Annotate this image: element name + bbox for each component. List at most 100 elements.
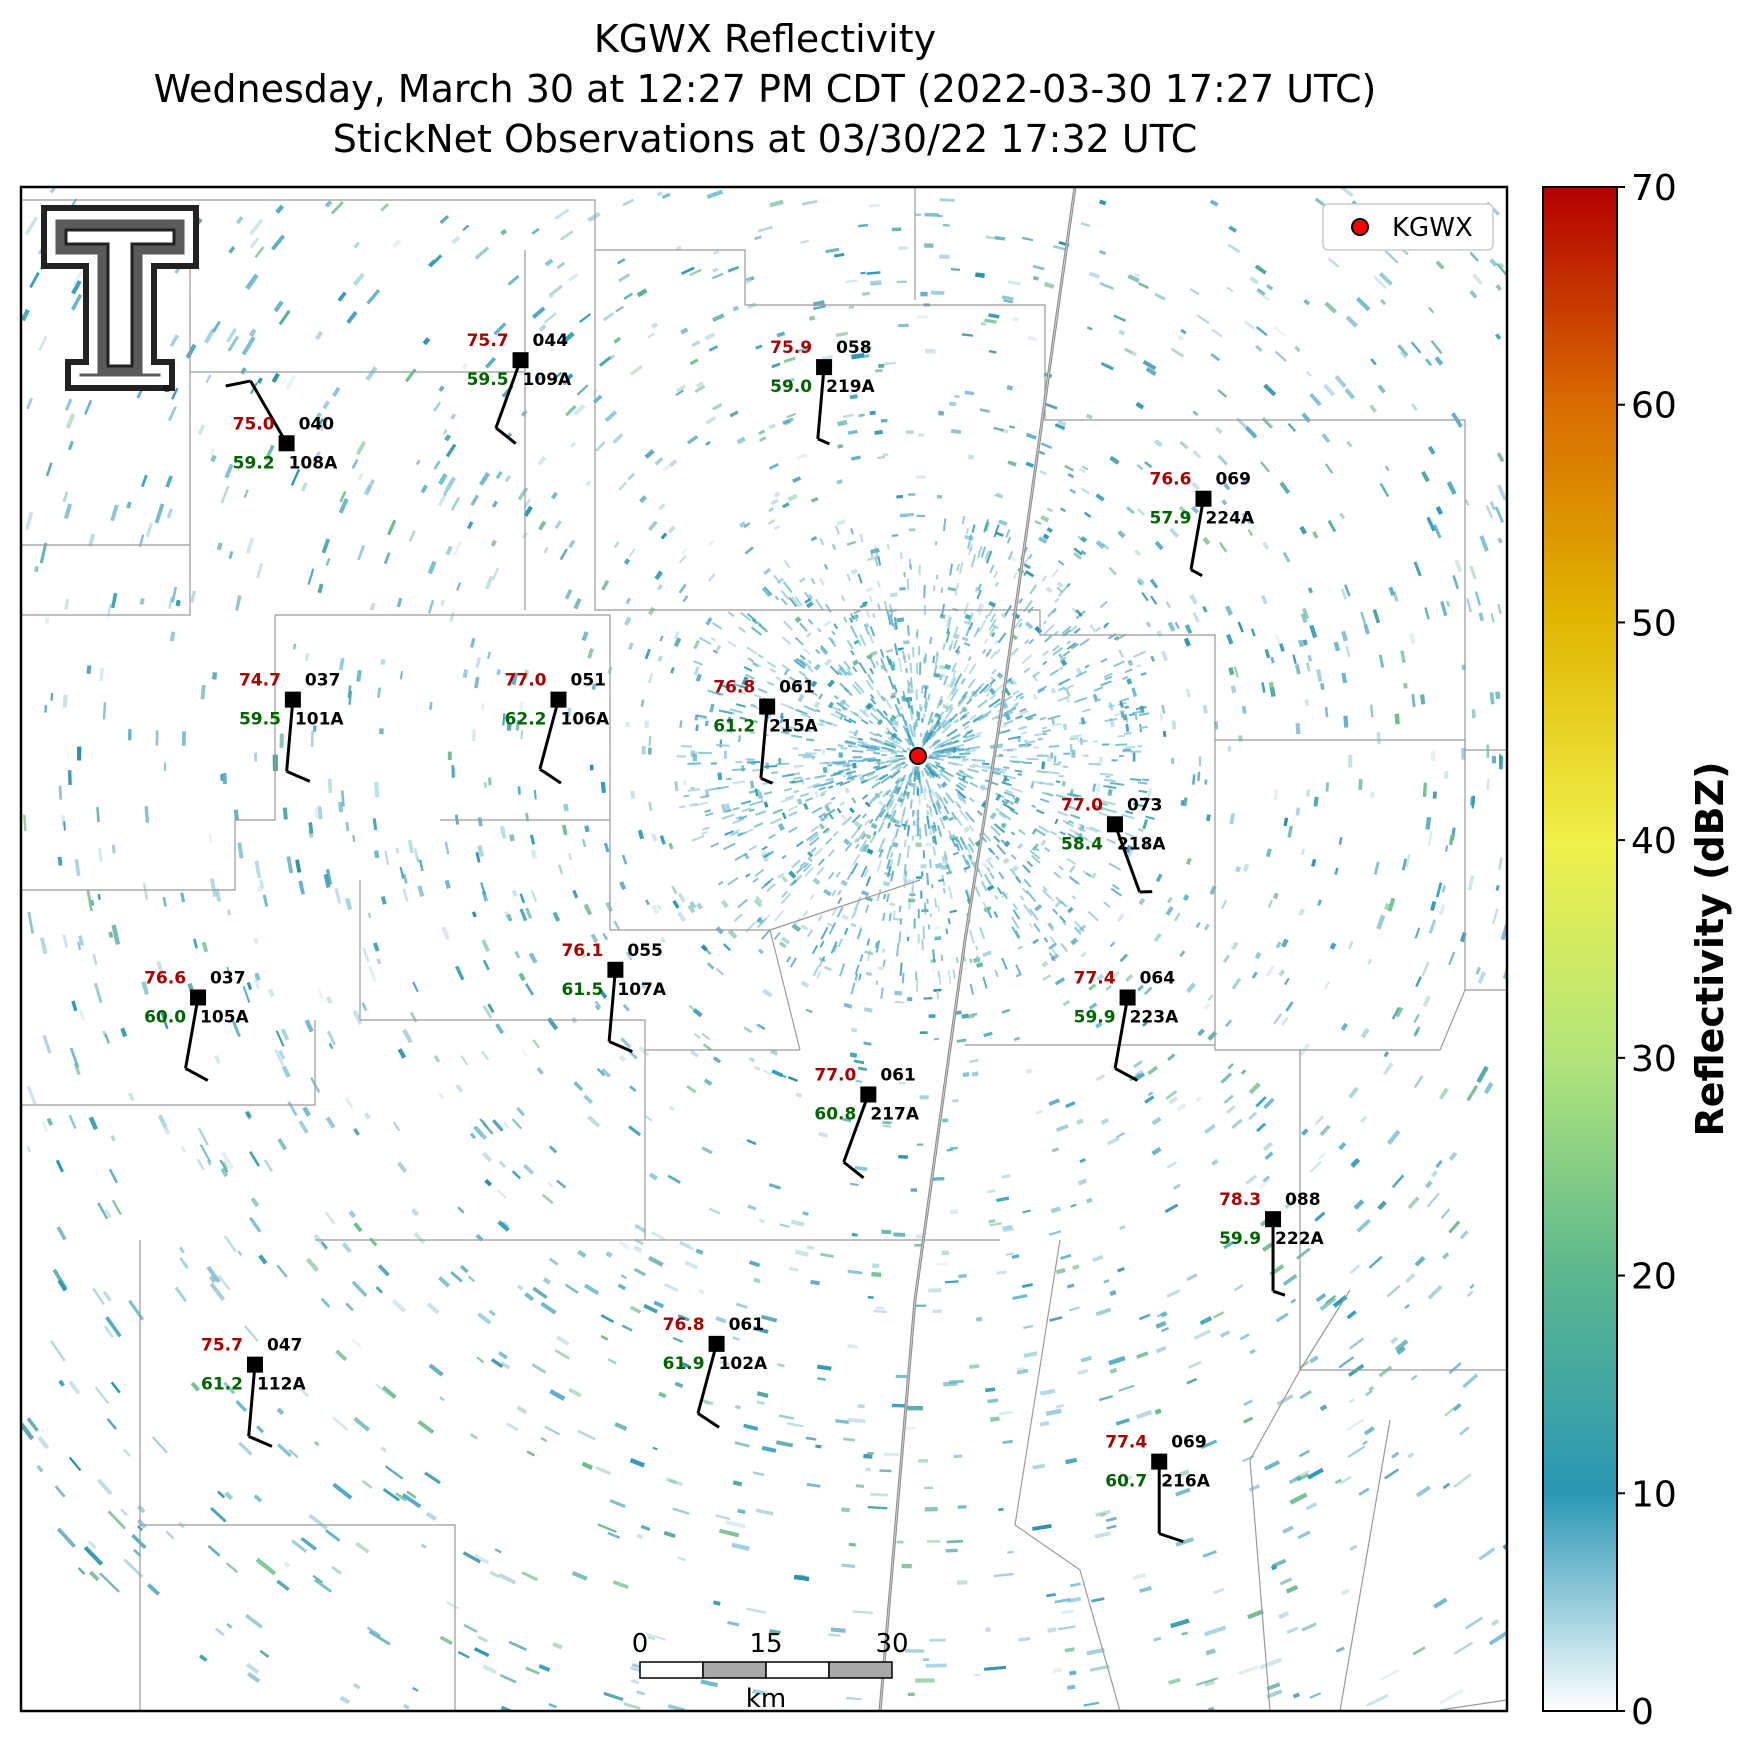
echo-gate	[1066, 640, 1072, 645]
echo-gate	[756, 1023, 766, 1030]
echo-gate	[983, 684, 993, 694]
echo-gate	[1077, 1368, 1089, 1376]
echo-gate	[861, 844, 868, 853]
echo-gate	[1306, 789, 1311, 797]
echo-gate	[1016, 1368, 1029, 1375]
echo-gate	[889, 801, 895, 808]
echo-gate	[850, 455, 861, 461]
echo-gate	[937, 905, 941, 912]
echo-gate	[111, 1199, 122, 1216]
echo-gate	[470, 494, 480, 507]
echo-gate	[1137, 984, 1144, 992]
echo-gate	[1464, 1616, 1484, 1630]
map-frame	[19, 185, 1509, 1713]
echo-gate	[1036, 769, 1048, 774]
echo-gate	[1066, 793, 1079, 798]
echo-gate	[819, 940, 825, 948]
echo-gate	[1279, 643, 1285, 652]
echo-gate	[1213, 721, 1219, 730]
echo-gate	[1178, 505, 1186, 513]
echo-gate	[26, 397, 34, 410]
echo-gate	[1095, 1307, 1112, 1317]
echo-gate	[981, 769, 988, 773]
echo-gate	[934, 936, 942, 941]
echo-gate	[939, 675, 943, 681]
echo-gate	[1261, 682, 1266, 693]
echo-gate	[1108, 566, 1117, 576]
echo-gate	[298, 1120, 309, 1134]
echo-gate	[706, 962, 715, 970]
echo-gate	[1282, 1274, 1298, 1286]
echo-gate	[1378, 1365, 1393, 1378]
echo-gate	[831, 907, 838, 917]
logo-center-shape	[64, 228, 176, 368]
echo-gate	[248, 1216, 262, 1233]
echo-gate	[1051, 718, 1056, 725]
echo-gate	[843, 927, 849, 935]
echo-gate	[1069, 792, 1082, 798]
echo-gate	[214, 1055, 221, 1065]
echo-gate	[894, 703, 902, 718]
echo-gate	[726, 777, 732, 781]
echo-gate	[345, 897, 353, 911]
echo-gate	[1063, 684, 1074, 691]
echo-gate	[373, 850, 380, 859]
echo-gate	[1195, 1677, 1219, 1686]
echo-gate	[788, 1266, 799, 1272]
echo-gate	[889, 764, 902, 772]
echo-gate	[1386, 1129, 1401, 1146]
echo-gate	[927, 711, 934, 726]
echo-gate	[1177, 334, 1185, 342]
echo-gate	[351, 458, 359, 469]
echo-gate	[1440, 601, 1448, 617]
echo-gate	[1105, 984, 1112, 991]
echo-gate	[974, 586, 979, 592]
echo-gate	[367, 912, 372, 919]
echo-gate	[681, 547, 688, 555]
echo-gate	[615, 305, 624, 313]
echo-gate	[391, 1298, 407, 1314]
echo-gate	[850, 906, 858, 919]
echo-gate	[931, 764, 939, 770]
echo-gate	[702, 1398, 714, 1406]
echo-gate	[1489, 692, 1495, 705]
echo-gate	[647, 332, 656, 339]
echo-gate	[733, 682, 742, 688]
echo-gate	[788, 810, 798, 817]
echo-gate	[897, 647, 904, 651]
echo-gate	[892, 842, 899, 848]
echo-gate	[644, 449, 655, 459]
echo-gate	[757, 687, 768, 694]
highway-line-inner	[879, 187, 1076, 1711]
echo-gate	[948, 816, 954, 822]
echo-gate	[120, 1027, 128, 1038]
echo-gate	[727, 929, 738, 940]
echo-gate	[302, 1106, 311, 1117]
echo-gate	[244, 1325, 259, 1342]
echo-gate	[794, 616, 802, 624]
echo-gate	[1144, 461, 1153, 469]
echo-gate	[957, 796, 963, 802]
echo-gate	[1185, 857, 1192, 865]
echo-gate	[241, 336, 256, 356]
echo-gate	[980, 880, 988, 892]
echo-gate	[952, 719, 957, 725]
echo-gate	[741, 828, 754, 835]
echo-gate	[971, 1012, 978, 1017]
echo-gate	[474, 1553, 490, 1565]
echo-gate	[893, 617, 898, 630]
echo-gate	[629, 1305, 642, 1314]
echo-gate	[948, 834, 957, 841]
echo-gate	[967, 843, 975, 853]
echo-gate	[1301, 848, 1306, 855]
echo-gate	[924, 823, 928, 837]
echo-gate	[979, 710, 992, 719]
echo-gate	[131, 1533, 147, 1550]
echo-gate	[1131, 687, 1138, 698]
echo-gate	[633, 1267, 647, 1277]
echo-gate	[859, 954, 864, 963]
echo-gate	[1136, 464, 1144, 471]
